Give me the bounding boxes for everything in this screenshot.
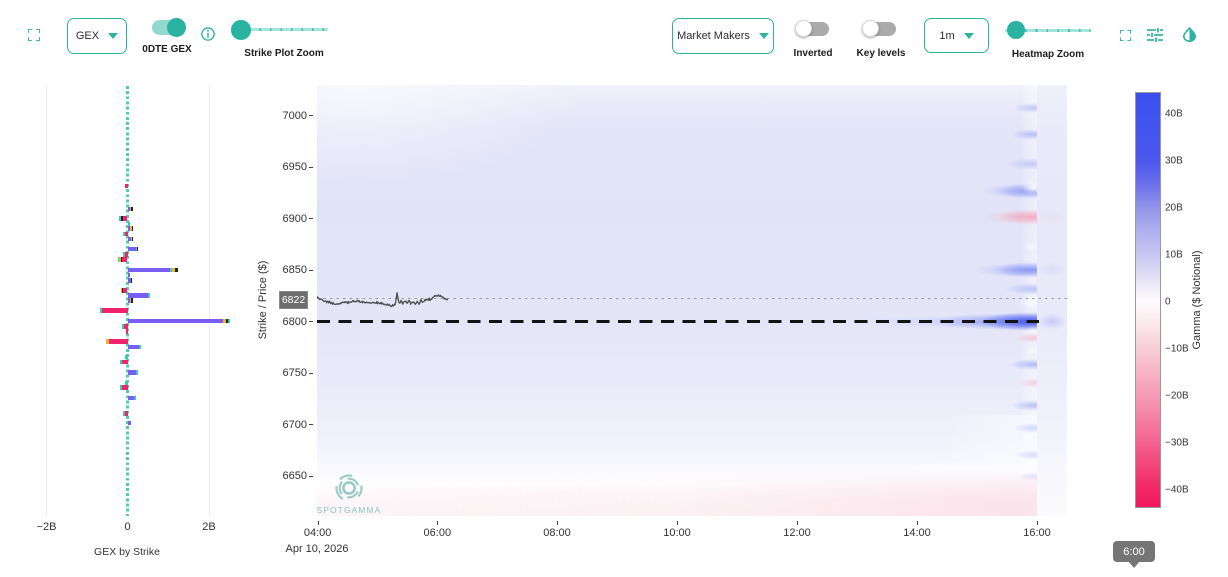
svg-text:SPOTGAMMA: SPOTGAMMA [317,505,382,515]
